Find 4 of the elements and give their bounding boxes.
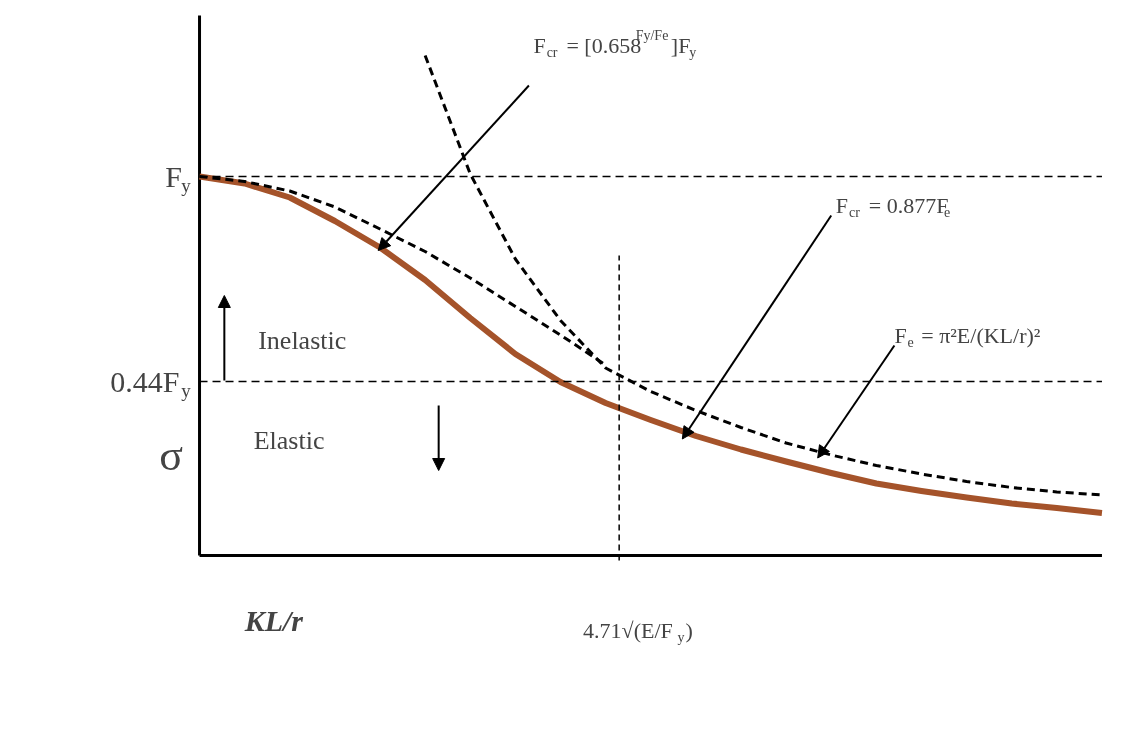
annotation: Inelastic (258, 326, 347, 355)
annotation: Elastic (253, 426, 325, 455)
y-axis-title: σ (159, 431, 184, 480)
x-axis-title: KL/r (243, 604, 304, 637)
